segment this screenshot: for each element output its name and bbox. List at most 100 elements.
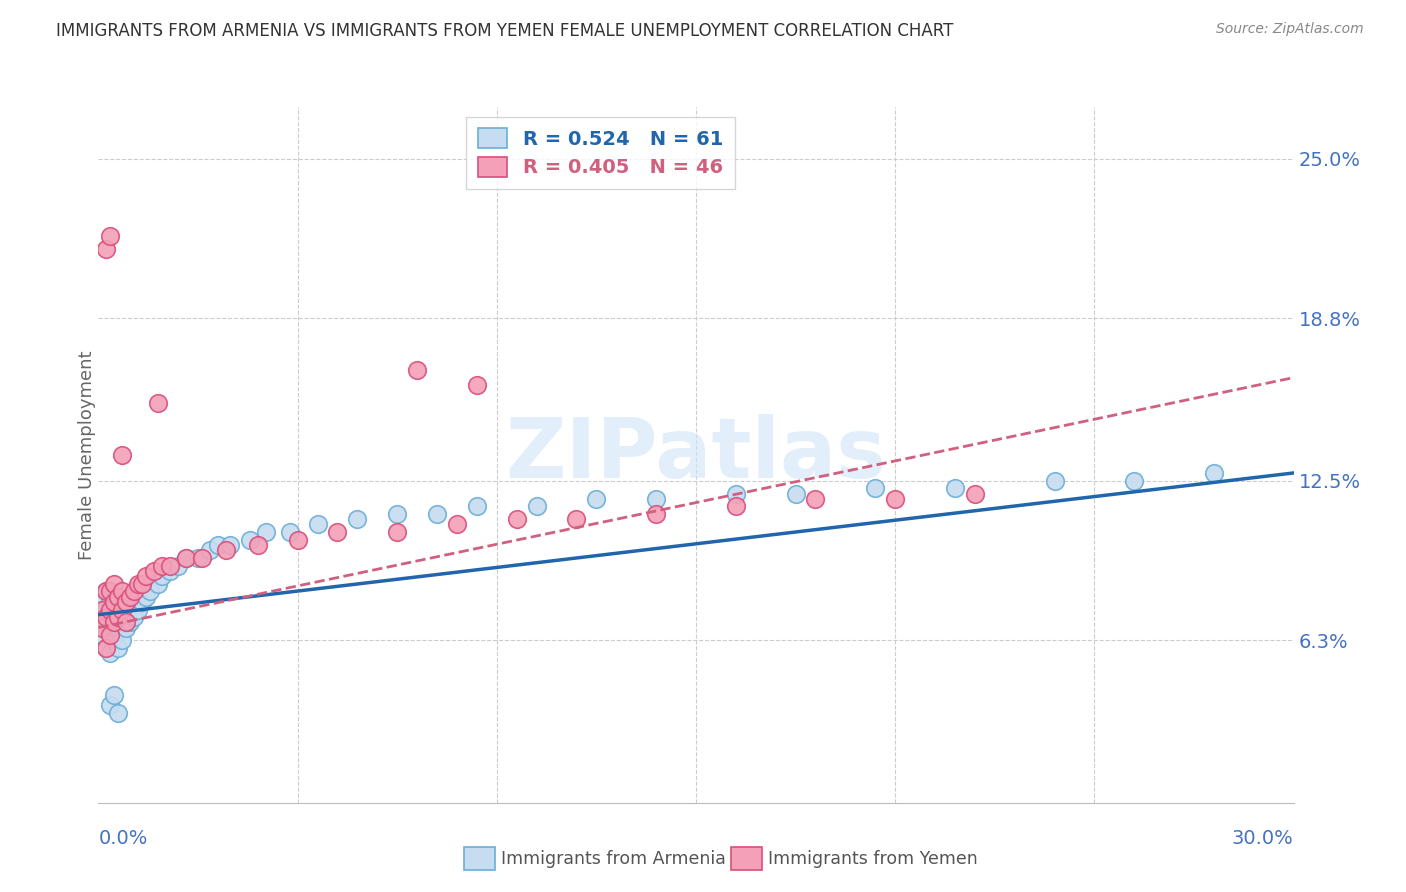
- Point: [96, 584, 118, 599]
- Point: [585, 491, 607, 506]
- Point: [135, 569, 157, 583]
- Point: [115, 615, 138, 630]
- Text: 30.0%: 30.0%: [1232, 829, 1294, 847]
- Point: [150, 569, 173, 583]
- Point: [96, 621, 118, 635]
- Point: [131, 576, 153, 591]
- Text: ZIPatlas: ZIPatlas: [506, 415, 886, 495]
- Point: [326, 525, 349, 540]
- Point: [91, 602, 114, 616]
- Point: [127, 602, 149, 616]
- Point: [111, 584, 134, 599]
- Point: [124, 610, 146, 624]
- Point: [96, 641, 118, 656]
- Point: [446, 517, 468, 532]
- Point: [96, 242, 118, 256]
- Point: [115, 621, 138, 635]
- Y-axis label: Female Unemployment: Female Unemployment: [79, 351, 96, 559]
- Point: [96, 584, 118, 599]
- Point: [124, 584, 146, 599]
- Point: [103, 602, 125, 616]
- Point: [124, 590, 146, 604]
- Point: [239, 533, 262, 547]
- Point: [167, 558, 190, 573]
- Point: [91, 621, 114, 635]
- Point: [120, 590, 142, 604]
- Text: 0.0%: 0.0%: [98, 829, 148, 847]
- Point: [107, 602, 129, 616]
- Point: [139, 584, 162, 599]
- Point: [645, 491, 668, 506]
- Point: [135, 590, 157, 604]
- Point: [96, 641, 118, 656]
- Point: [91, 610, 114, 624]
- Point: [645, 507, 668, 521]
- Point: [115, 595, 138, 609]
- Point: [406, 363, 429, 377]
- Point: [526, 500, 548, 514]
- Point: [100, 646, 122, 660]
- Point: [107, 610, 129, 624]
- Point: [111, 595, 134, 609]
- Point: [120, 615, 142, 630]
- Point: [465, 378, 488, 392]
- Point: [174, 551, 197, 566]
- Point: [187, 551, 209, 566]
- Point: [346, 512, 368, 526]
- Point: [254, 525, 277, 540]
- Point: [111, 615, 134, 630]
- Point: [103, 595, 125, 609]
- Text: Immigrants from Yemen: Immigrants from Yemen: [768, 850, 977, 868]
- Point: [131, 595, 153, 609]
- Point: [426, 507, 449, 521]
- Point: [103, 633, 125, 648]
- Point: [107, 706, 129, 720]
- Point: [120, 595, 142, 609]
- Point: [100, 698, 122, 712]
- Point: [103, 621, 125, 635]
- Point: [724, 500, 747, 514]
- Point: [963, 486, 986, 500]
- Point: [96, 610, 118, 624]
- Point: [943, 482, 966, 496]
- Point: [159, 564, 181, 578]
- Point: [96, 602, 118, 616]
- Point: [884, 491, 907, 506]
- Point: [215, 543, 238, 558]
- Point: [103, 688, 125, 702]
- Point: [107, 621, 129, 635]
- Point: [103, 576, 125, 591]
- Point: [565, 512, 588, 526]
- Point: [785, 486, 807, 500]
- Point: [100, 595, 122, 609]
- Text: Immigrants from Armenia: Immigrants from Armenia: [501, 850, 725, 868]
- Point: [198, 543, 221, 558]
- Text: Source: ZipAtlas.com: Source: ZipAtlas.com: [1216, 22, 1364, 37]
- Point: [465, 500, 488, 514]
- Point: [307, 517, 329, 532]
- Point: [107, 641, 129, 656]
- Point: [91, 595, 114, 609]
- Point: [278, 525, 301, 540]
- Point: [111, 602, 134, 616]
- Point: [804, 491, 827, 506]
- Point: [863, 482, 887, 496]
- Point: [1043, 474, 1066, 488]
- Point: [1202, 466, 1225, 480]
- Point: [143, 564, 166, 578]
- Point: [287, 533, 309, 547]
- Text: IMMIGRANTS FROM ARMENIA VS IMMIGRANTS FROM YEMEN FEMALE UNEMPLOYMENT CORRELATION: IMMIGRANTS FROM ARMENIA VS IMMIGRANTS FR…: [56, 22, 953, 40]
- Point: [115, 602, 138, 616]
- Point: [111, 448, 134, 462]
- Point: [100, 584, 122, 599]
- Point: [219, 538, 242, 552]
- Point: [1123, 474, 1146, 488]
- Point: [385, 525, 409, 540]
- Point: [174, 551, 197, 566]
- Point: [385, 507, 409, 521]
- Point: [103, 615, 125, 630]
- Point: [100, 228, 122, 243]
- Point: [100, 602, 122, 616]
- Point: [107, 590, 129, 604]
- Point: [148, 576, 170, 591]
